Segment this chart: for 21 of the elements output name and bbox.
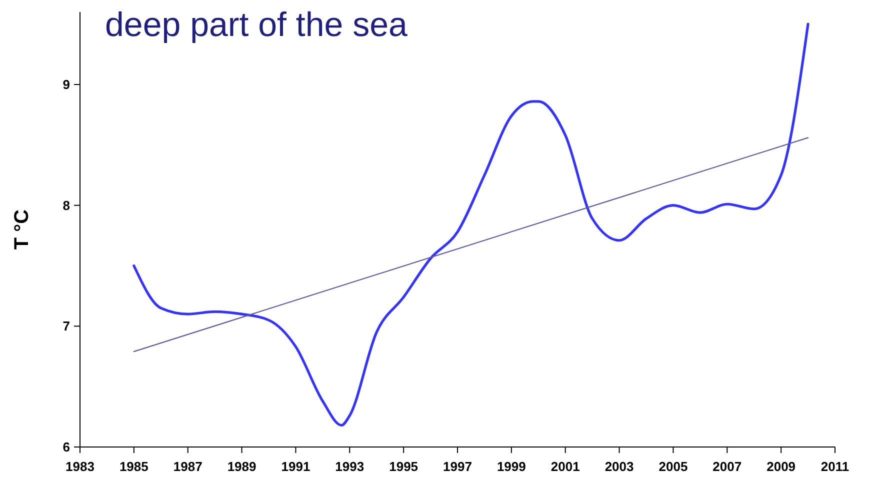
x-tick-label: 1991 [281, 459, 310, 474]
x-tick-label: 1987 [173, 459, 202, 474]
x-tick-label: 1995 [389, 459, 418, 474]
x-tick-label: 1985 [119, 459, 148, 474]
x-tick-label: 2005 [658, 459, 688, 474]
y-axis-title: T °C [11, 209, 33, 250]
x-tick-label: 2007 [712, 459, 742, 474]
x-tick-label: 1993 [335, 459, 364, 474]
x-tick-label: 1999 [496, 459, 526, 474]
y-tick-label: 8 [62, 198, 70, 213]
x-tick-label: 2003 [604, 459, 634, 474]
x-tick-label: 1997 [443, 459, 472, 474]
y-tick-label: 9 [62, 77, 70, 92]
x-tick-label: 2009 [766, 459, 796, 474]
y-tick-label: 7 [62, 318, 70, 334]
y-tick-label: 6 [62, 440, 70, 455]
chart-title: deep part of the sea [105, 6, 408, 44]
x-tick-label: 2001 [550, 459, 580, 474]
x-tick-label: 1983 [66, 459, 94, 474]
x-tick-label: 1989 [227, 459, 256, 474]
x-tick-label: 2011 [820, 459, 850, 474]
